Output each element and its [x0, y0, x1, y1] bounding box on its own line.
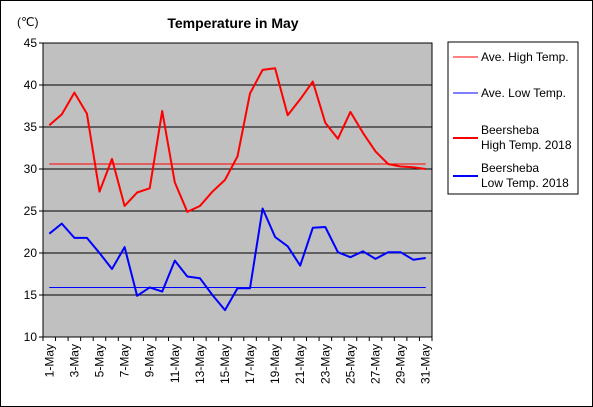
legend-label-0: Ave. High Temp.: [481, 50, 569, 64]
y-tick-label-35: 35: [24, 120, 38, 134]
series-lines: [48, 67, 426, 312]
legend-box: [447, 41, 579, 195]
y-tick-label-25: 25: [24, 204, 38, 218]
series-line-3: [48, 207, 426, 312]
y-tick-label-15: 15: [24, 288, 38, 302]
y-tick-label-45: 45: [24, 36, 38, 50]
legend-label-3: Beersheba Low Temp. 2018: [481, 161, 569, 190]
y-axis-ticks: 10 15 20 25 30 35 40 45: [24, 36, 43, 344]
x-tick-label: 27-May: [369, 344, 383, 384]
y-tick-label-30: 30: [24, 162, 38, 176]
chart-title: Temperature in May: [167, 15, 298, 31]
x-tick-label: 3-May: [67, 344, 81, 377]
x-tick-label: 15-May: [218, 344, 232, 384]
x-tick-label: 9-May: [143, 344, 157, 377]
legend-label-1: Ave. Low Temp.: [481, 86, 566, 100]
y-tick-label-20: 20: [24, 246, 38, 260]
x-tick-label: 1-May: [42, 344, 56, 377]
legend-label-2: Beersheba High Temp. 2018: [481, 123, 572, 152]
x-tick-label: 13-May: [193, 344, 207, 384]
x-tick-label: 31-May: [419, 344, 433, 384]
x-tick-label: 29-May: [394, 344, 408, 384]
x-tick-label: 23-May: [318, 344, 332, 384]
plot-area: [42, 42, 433, 338]
x-tick-label: 7-May: [118, 344, 132, 377]
x-tick-label: 25-May: [343, 344, 357, 384]
y-tick-label-40: 40: [24, 78, 38, 92]
y-axis-unit-label: (℃): [17, 15, 38, 29]
x-tick-label: 17-May: [243, 344, 257, 384]
series-line-2: [48, 67, 426, 213]
x-tick-label: 21-May: [293, 344, 307, 384]
x-tick-label: 19-May: [268, 344, 282, 384]
x-tick-label: 5-May: [92, 344, 106, 377]
legend: Ave. High Temp. Ave. Low Temp. Beersheba Hi…: [447, 41, 579, 195]
x-tick-label: 11-May: [168, 344, 182, 383]
x-axis-ticks: 1-May 3-May 5-May 7-May 9-May 11-May 13-May 15-…: [42, 337, 433, 384]
y-tick-label-10: 10: [24, 330, 38, 344]
